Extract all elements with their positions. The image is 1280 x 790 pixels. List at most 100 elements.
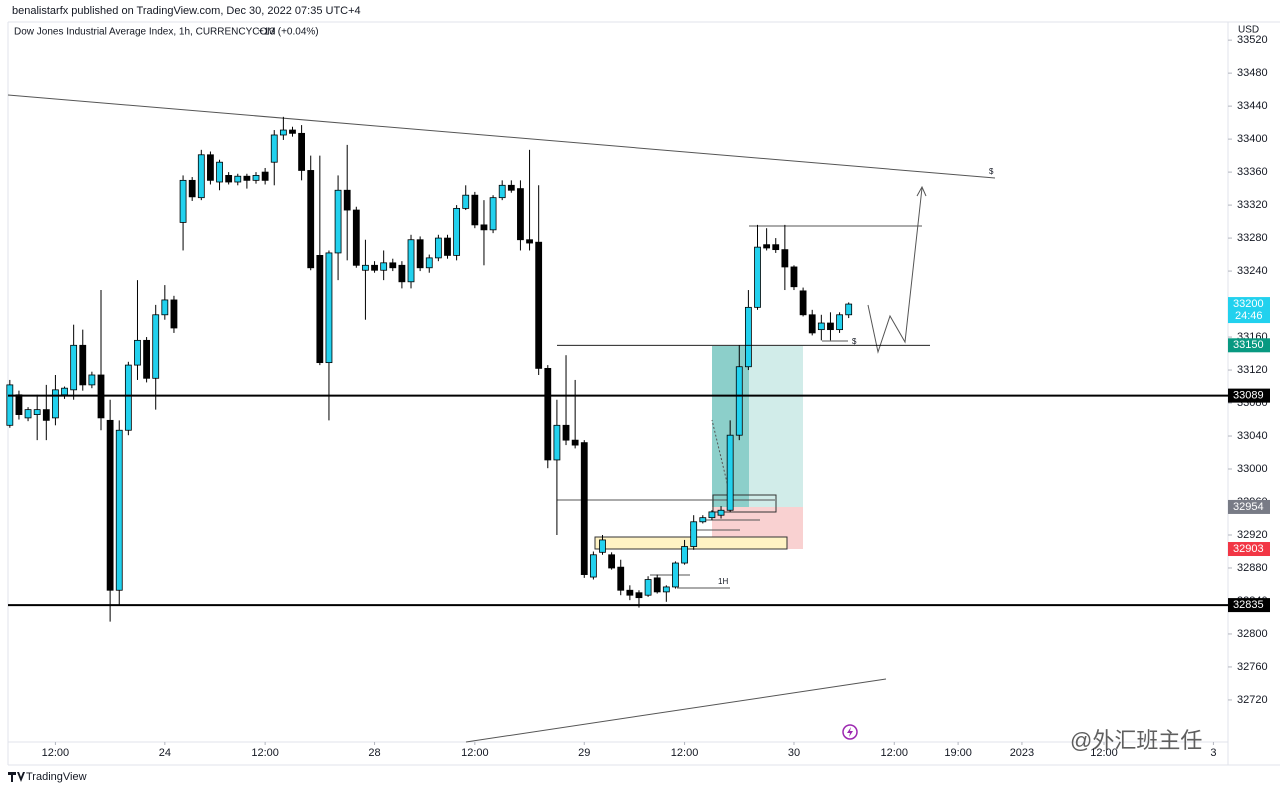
header: benalistarfx published on TradingView.co… — [12, 5, 361, 17]
footer: TradingView — [26, 771, 87, 783]
candle-body — [744, 306, 752, 368]
x-tick-label: 12:00 — [251, 747, 279, 759]
candle-body — [571, 439, 579, 446]
price-label-box — [1228, 499, 1270, 514]
candle-body — [362, 264, 369, 271]
candle-body — [480, 224, 488, 231]
x-tick-label: 3 — [1210, 747, 1216, 759]
y-tick-label: 32920 — [1237, 529, 1268, 541]
countdown: 24:46 — [1235, 310, 1263, 322]
candle-body — [726, 434, 734, 511]
candle-body — [617, 566, 625, 591]
price-label-box — [1228, 542, 1270, 557]
y-tick-label: 32880 — [1237, 562, 1268, 574]
price-label: 32954 — [1233, 501, 1264, 513]
price-label: 33200 — [1233, 298, 1264, 310]
candle-body — [352, 209, 360, 266]
y-tick-label: 33280 — [1237, 232, 1268, 244]
candle-body — [526, 239, 533, 244]
annotation: $ — [852, 337, 857, 346]
x-tick-label: 12:00 — [881, 747, 909, 759]
candle-body — [845, 303, 853, 316]
candle-body — [380, 262, 388, 271]
y-tick-label: 33400 — [1237, 133, 1268, 145]
candle-body — [462, 194, 470, 209]
candle-body — [42, 409, 50, 421]
candle-body — [608, 554, 616, 569]
candle-body — [599, 539, 606, 553]
candle-body — [580, 442, 588, 575]
y-tick-label: 33120 — [1237, 364, 1268, 376]
candle-body — [289, 129, 296, 134]
watermark: @外汇班主任 — [1070, 728, 1202, 753]
candle-body — [653, 577, 661, 593]
candle-body — [763, 244, 771, 249]
candle-body — [70, 344, 78, 391]
x-tick-label: 12:00 — [42, 747, 70, 759]
candle-body — [817, 322, 825, 331]
candle-body — [52, 389, 59, 419]
candle-body — [735, 366, 743, 436]
candle-body — [234, 175, 242, 183]
y-tick-label: 33520 — [1237, 34, 1268, 46]
x-tick-label: 12:00 — [671, 747, 699, 759]
candle-body — [79, 344, 87, 386]
candle-body — [662, 586, 670, 593]
candle-body — [134, 339, 141, 366]
candle-body — [334, 189, 342, 254]
candle-body — [498, 184, 506, 199]
price-label: 32835 — [1233, 599, 1264, 611]
y-tick-label: 33480 — [1237, 67, 1268, 79]
candle-body — [225, 175, 233, 183]
trendline — [465, 678, 887, 743]
candle-body — [197, 154, 205, 199]
y-tick-label: 33360 — [1237, 166, 1268, 178]
candle-body — [836, 314, 843, 331]
candle-body — [61, 387, 68, 396]
drawings — [7, 94, 996, 743]
candle-body — [207, 154, 214, 181]
price-label-box — [1228, 388, 1270, 403]
candle-body — [635, 592, 643, 599]
box — [712, 494, 777, 513]
y-tick-label: 33440 — [1237, 100, 1268, 112]
candle-body — [24, 409, 32, 419]
chart-title: Dow Jones Industrial Average Index, 1h, … — [14, 27, 276, 38]
candle-body — [553, 424, 561, 461]
candle-body — [371, 264, 378, 271]
annotation: 1H — [718, 577, 728, 586]
x-tick-label: 30 — [788, 747, 800, 759]
candle-body — [398, 264, 406, 283]
candle-body — [416, 239, 424, 269]
candle-body — [325, 252, 333, 364]
x-tick-label: 12:00 — [1090, 747, 1118, 759]
currency: USD — [1238, 25, 1259, 36]
candle-body — [690, 521, 698, 547]
price-label: 32903 — [1233, 543, 1264, 555]
event-icon[interactable] — [842, 724, 858, 740]
candle-body — [589, 554, 597, 578]
candle-body — [781, 249, 789, 268]
x-tick-label: 2023 — [1010, 747, 1034, 759]
plot: 3272032760328003284032880329203296033000… — [6, 34, 1268, 759]
logo — [8, 772, 25, 782]
candle-body — [252, 175, 260, 181]
candle-body — [88, 374, 96, 386]
candle-body — [517, 188, 524, 241]
candle-body — [6, 384, 14, 426]
price-label-box — [1228, 338, 1270, 353]
candle-body — [425, 257, 433, 269]
candle-body — [434, 237, 442, 259]
y-tick-label: 33320 — [1237, 199, 1268, 211]
candle-body — [827, 322, 834, 331]
candle-body — [772, 244, 780, 251]
candle-body — [535, 241, 543, 369]
candle-body — [754, 246, 761, 308]
candle-body — [243, 175, 251, 181]
candle-body — [644, 579, 652, 596]
candle-body — [626, 589, 634, 596]
candle-body — [279, 129, 287, 136]
price-label-box — [1228, 598, 1270, 613]
candle-body — [407, 239, 415, 283]
